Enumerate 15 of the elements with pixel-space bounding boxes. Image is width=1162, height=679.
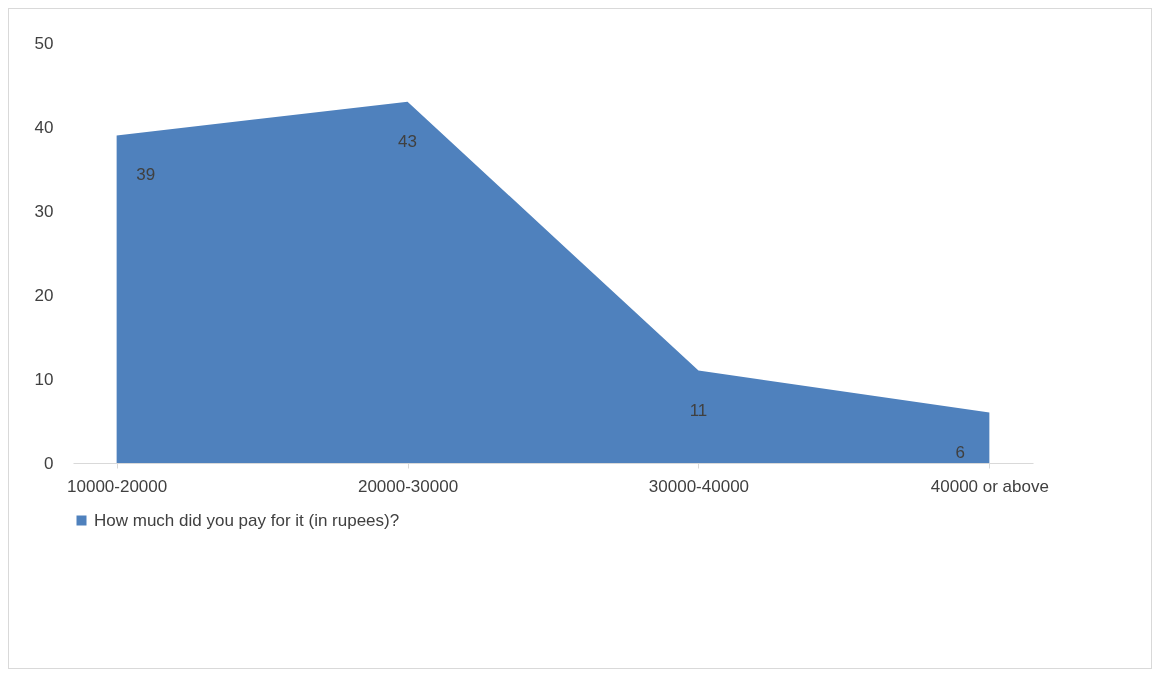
- y-tick-label: 20: [34, 285, 54, 305]
- x-tick-label: 30000-40000: [648, 476, 750, 496]
- data-label: 6: [955, 442, 966, 462]
- x-tick-label: 40000 or above: [930, 476, 1049, 496]
- data-label: 11: [689, 400, 708, 420]
- y-tick-label: 10: [34, 369, 54, 389]
- y-tick-label: 40: [34, 117, 54, 137]
- y-tick-label: 30: [34, 201, 54, 221]
- x-tick-label: 20000-30000: [357, 476, 459, 496]
- data-label: 43: [398, 131, 418, 151]
- data-label: 39: [136, 165, 156, 185]
- legend-label: How much did you pay for it (in rupees)?: [94, 510, 400, 530]
- y-tick-label: 50: [34, 33, 54, 53]
- y-tick-label: 0: [44, 453, 54, 473]
- x-tick-label: 10000-20000: [67, 476, 168, 496]
